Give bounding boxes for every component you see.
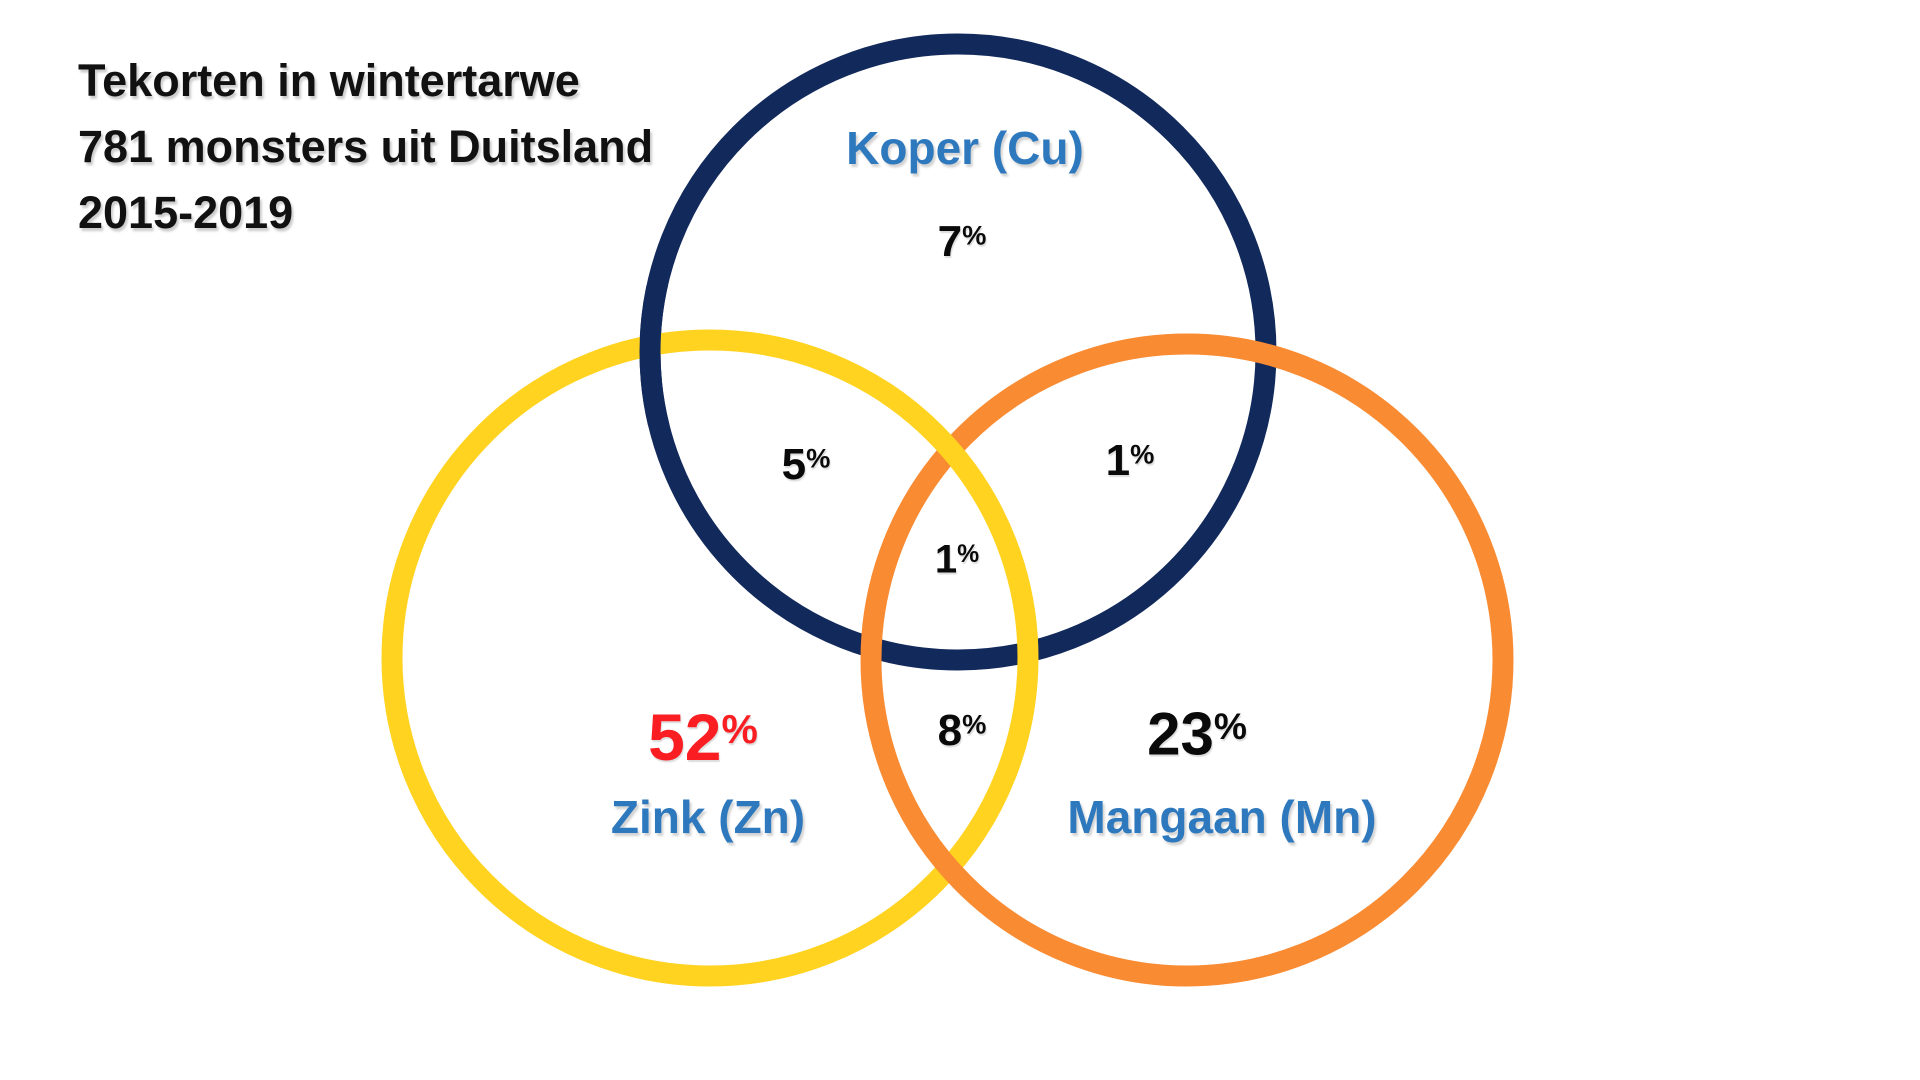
zink-circle [381,329,1039,987]
mangaan-circle [860,333,1514,987]
koper-circle-weave-patch [639,285,670,425]
